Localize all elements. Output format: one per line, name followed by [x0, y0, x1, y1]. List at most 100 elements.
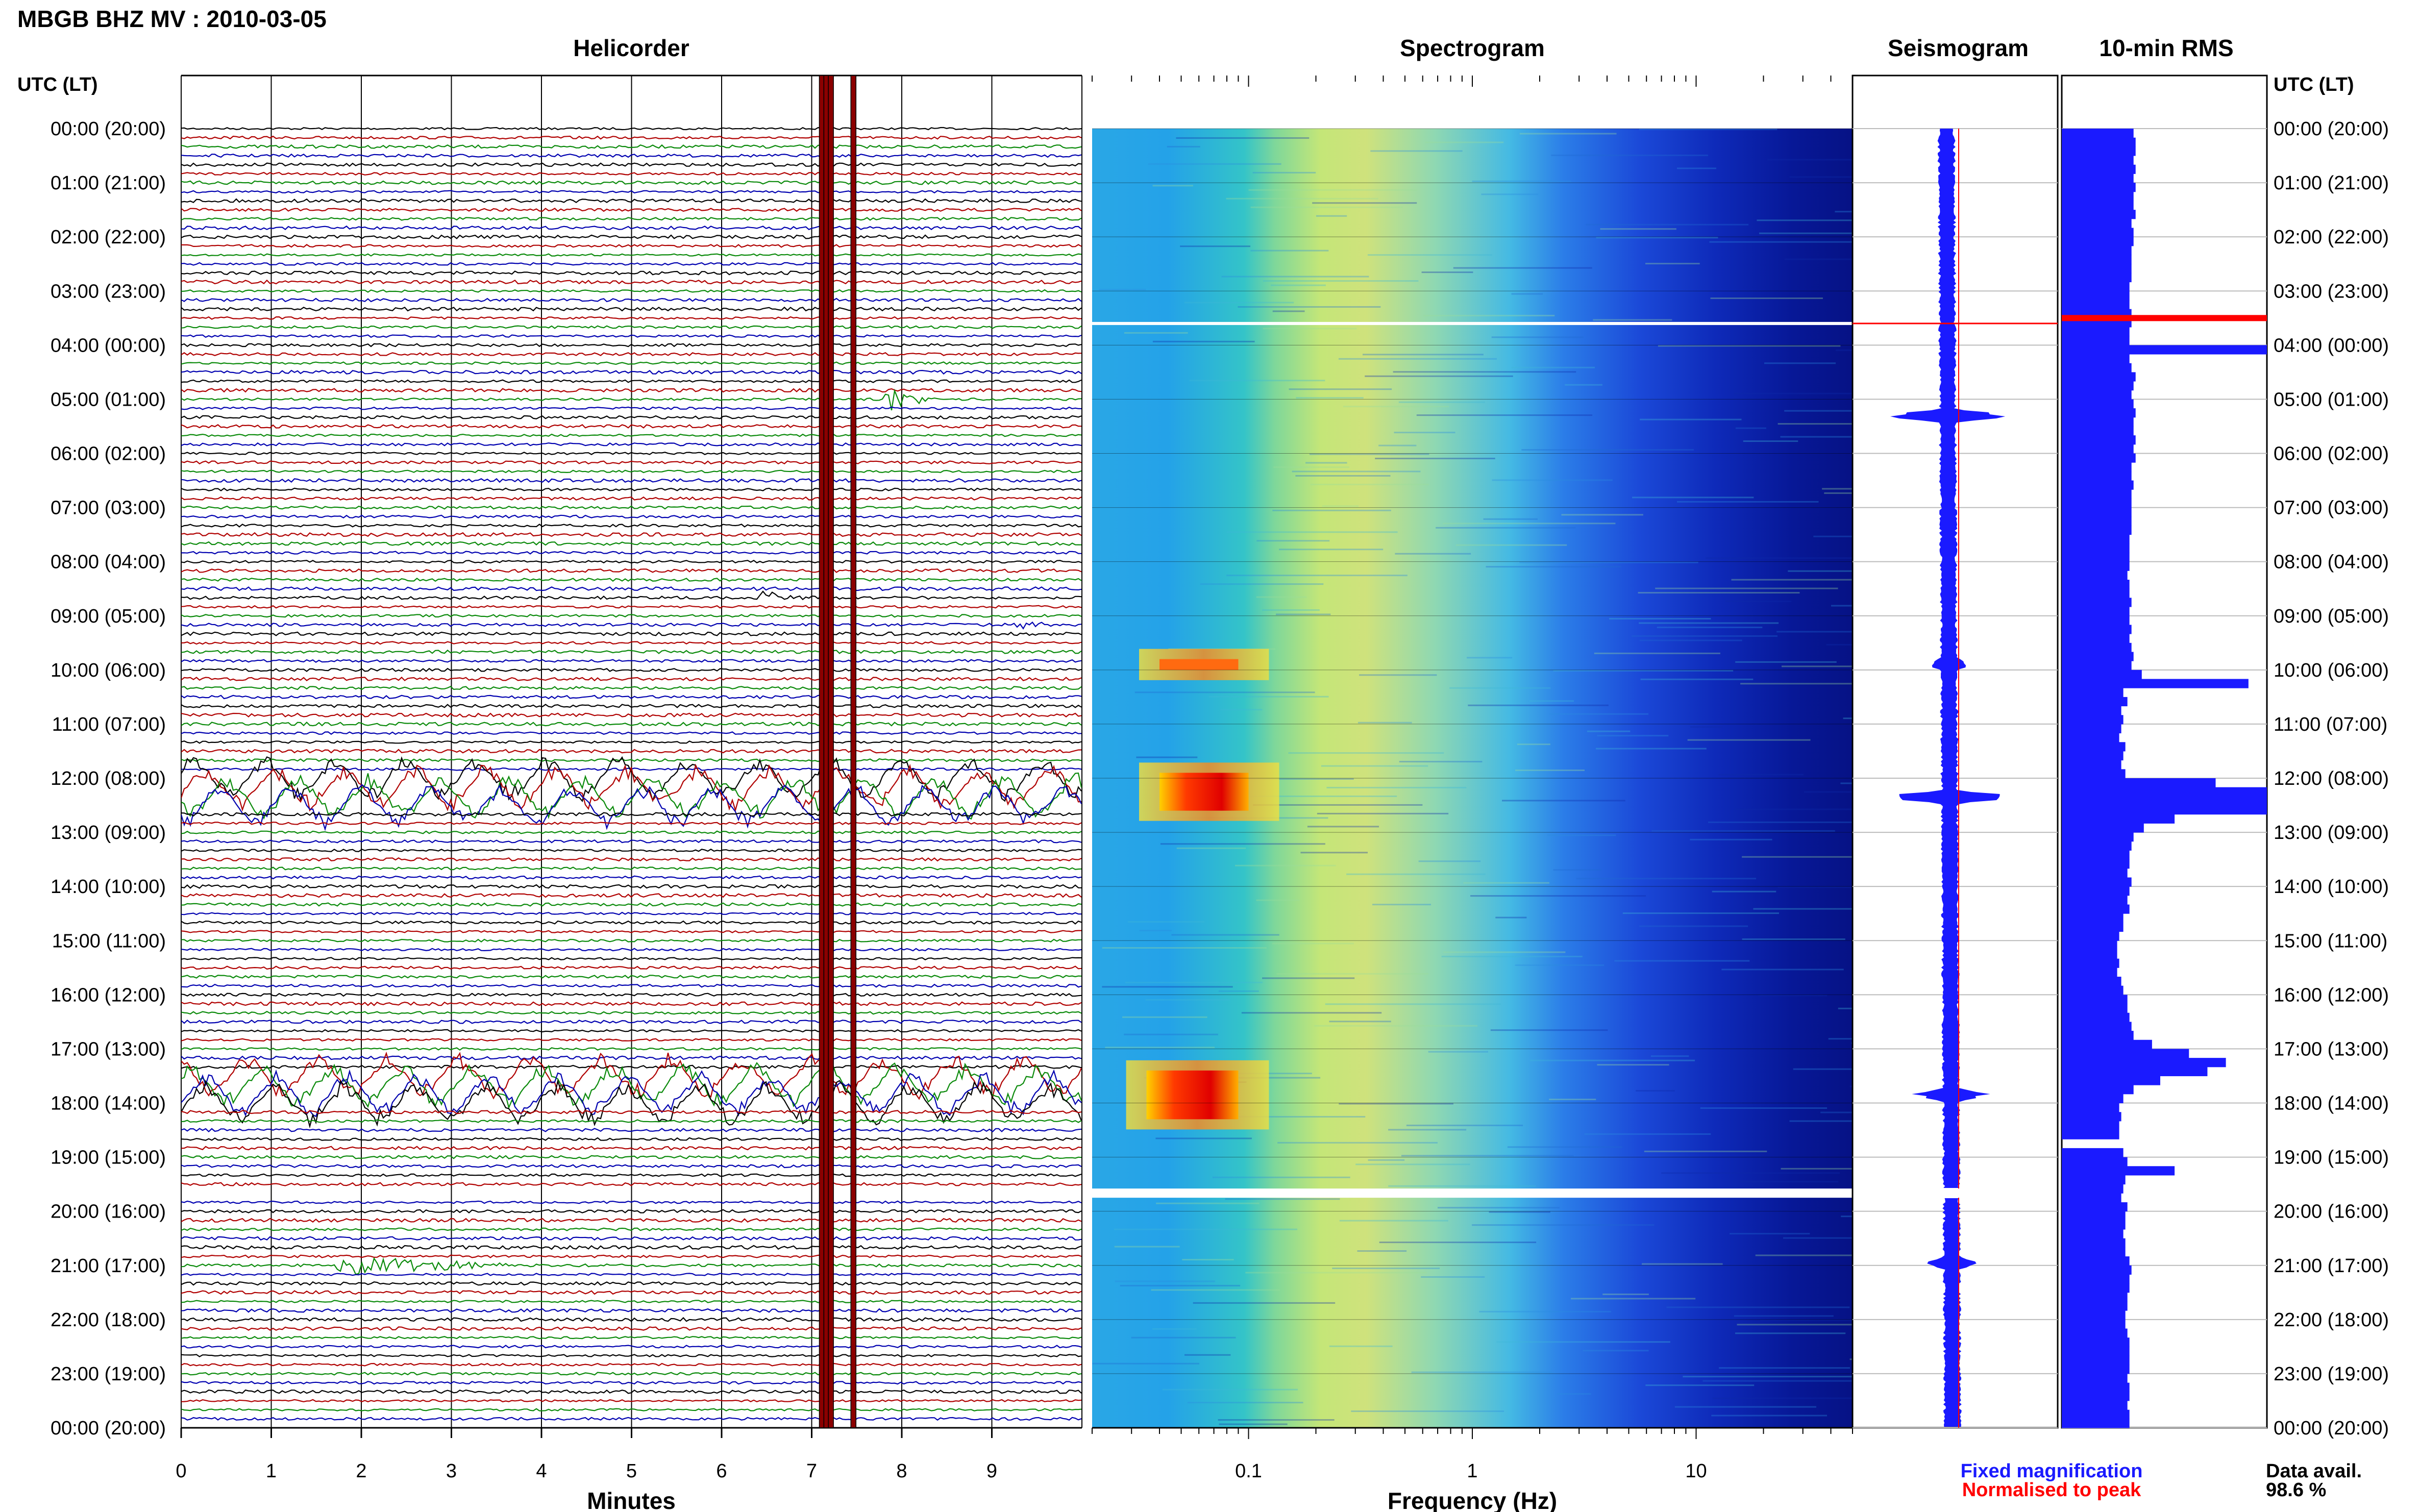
spectrogram-speckle	[1517, 743, 1550, 746]
spectrogram-speckle	[1193, 1302, 1336, 1304]
helicorder-trace	[181, 442, 1082, 447]
rms-bar	[2062, 652, 2134, 661]
spectrogram-speckle	[1321, 765, 1428, 767]
helicorder-tick-label: 6	[716, 1460, 727, 1482]
hour-label-right: 17:00 (13:00)	[2274, 1038, 2389, 1060]
spectrogram-speckle	[1597, 735, 1669, 737]
spectrogram-speckle	[1388, 1129, 1467, 1131]
rms-bar	[2062, 1346, 2130, 1356]
rms-bar	[2062, 336, 2130, 345]
spectrogram-speckle	[1804, 791, 1853, 793]
spectrogram-speckle	[1212, 1176, 1350, 1178]
spectrogram-speckle	[1481, 193, 1539, 195]
spectrogram-speckle	[1136, 756, 1198, 758]
hour-label-right: 07:00 (03:00)	[2274, 498, 2389, 519]
rms-bar	[2062, 1039, 2152, 1049]
hour-label-right: 18:00 (14:00)	[2274, 1093, 2389, 1114]
helicorder-trace	[181, 1300, 1082, 1303]
rms-bar	[2062, 1211, 2126, 1221]
helicorder-trace	[181, 704, 1082, 708]
rms-bar	[2062, 949, 2117, 959]
hour-label-left: 00:00 (20:00)	[51, 1418, 166, 1439]
helicorder-trace	[181, 884, 1082, 889]
spectrogram-speckle	[1463, 882, 1549, 884]
spectrogram-speckle	[1511, 293, 1543, 295]
spectrogram-speckle	[1759, 232, 1853, 234]
hour-label-right: 09:00 (05:00)	[2274, 606, 2389, 627]
helicorder-trace	[181, 514, 1082, 519]
helicorder-trace	[181, 1345, 1082, 1349]
hour-label-right: 08:00 (04:00)	[2274, 552, 2389, 573]
spectrogram-speckle	[1288, 752, 1444, 754]
spectrogram-speckle	[1840, 782, 1853, 784]
rms-bar	[2062, 327, 2130, 337]
rms-bar	[2062, 164, 2136, 174]
helicorder-trace	[181, 369, 1082, 375]
rms-bar	[2062, 588, 2130, 598]
spectrogram-speckle	[1235, 864, 1336, 866]
rms-bar	[2062, 850, 2130, 860]
spectrogram-speckle	[1218, 1419, 1335, 1421]
spectrogram-speckle	[1583, 1350, 1649, 1352]
rms-bar	[2062, 958, 2119, 968]
helicorder-trace	[181, 551, 1082, 555]
spectrogram-speckle	[1416, 414, 1593, 416]
spectrogram-speckle	[1731, 579, 1853, 581]
spectrogram-xlabel: Frequency (Hz)	[1388, 1488, 1557, 1512]
spectrogram-speckle	[1441, 955, 1583, 957]
hour-label-right: 15:00 (11:00)	[2274, 930, 2387, 952]
rms-bar	[2062, 625, 2132, 634]
spectrogram-speckle	[1831, 605, 1853, 607]
spectrogram-speckle	[1102, 947, 1267, 949]
helicorder-trace	[181, 361, 1082, 365]
rms-bar	[2062, 615, 2130, 625]
spectrogram-speckle	[1571, 1298, 1696, 1300]
hour-label-right: 12:00 (08:00)	[2274, 768, 2389, 789]
spectrogram-hot-spot	[1159, 773, 1249, 811]
rms-bar	[2062, 805, 2267, 815]
hour-label-left: 13:00 (09:00)	[51, 822, 166, 844]
hour-label-left: 06:00 (02:00)	[51, 443, 166, 465]
spectrogram-speckle	[1712, 890, 1776, 893]
spectrogram-white-line	[1092, 321, 1853, 325]
helicorder-tick-label: 8	[896, 1460, 907, 1482]
spectrogram-heatmap	[1092, 128, 1853, 1428]
helicorder-trace	[181, 772, 1082, 820]
rms-bar	[2062, 1283, 2130, 1293]
helicorder-trace	[181, 1408, 1082, 1411]
helicorder-trace	[181, 983, 1082, 988]
spectrogram-speckle	[1658, 345, 1841, 347]
spectrogram-speckle	[1184, 302, 1294, 304]
spectrogram-speckle	[1655, 587, 1838, 589]
spectrogram-speckle	[1742, 938, 1845, 940]
spectrogram-speckle	[1378, 444, 1417, 447]
rms-bar	[2062, 1121, 2119, 1131]
spectrogram-speckle	[1339, 1103, 1453, 1105]
spectrogram-speckle	[1576, 878, 1757, 880]
helicorder-traces	[181, 127, 1082, 1421]
spectrogram-speckle	[1710, 297, 1823, 299]
data-availability-label: Data avail.	[2266, 1460, 2362, 1482]
hour-label-left: 12:00 (08:00)	[51, 768, 166, 789]
helicorder-trace	[181, 1281, 1082, 1286]
spectrogram-speckle	[1584, 1133, 1711, 1135]
helicorder-trace	[181, 325, 1082, 329]
helicorder-trace	[181, 1164, 1082, 1169]
spectrogram-speckle	[1421, 1276, 1485, 1278]
hour-label-right: 10:00 (06:00)	[2274, 660, 2389, 681]
helicorder-trace	[181, 208, 1082, 212]
spectrogram-speckle	[1292, 470, 1421, 473]
helicorder-trace	[181, 415, 1082, 420]
spectrogram-speckle	[1849, 1358, 1853, 1360]
helicorder-trace	[181, 920, 1082, 925]
helicorder-trace	[181, 685, 1082, 690]
helicorder-trace	[181, 1326, 1082, 1331]
spectrogram-speckle	[1176, 137, 1310, 139]
spectrogram-speckle	[1553, 869, 1602, 871]
spectrogram-speckle	[1289, 388, 1392, 390]
spectrogram-speckle	[1640, 678, 1754, 680]
rms-bar	[2062, 1202, 2128, 1212]
spectrogram-speckle	[1778, 423, 1853, 425]
helicorder-trace	[181, 749, 1082, 754]
